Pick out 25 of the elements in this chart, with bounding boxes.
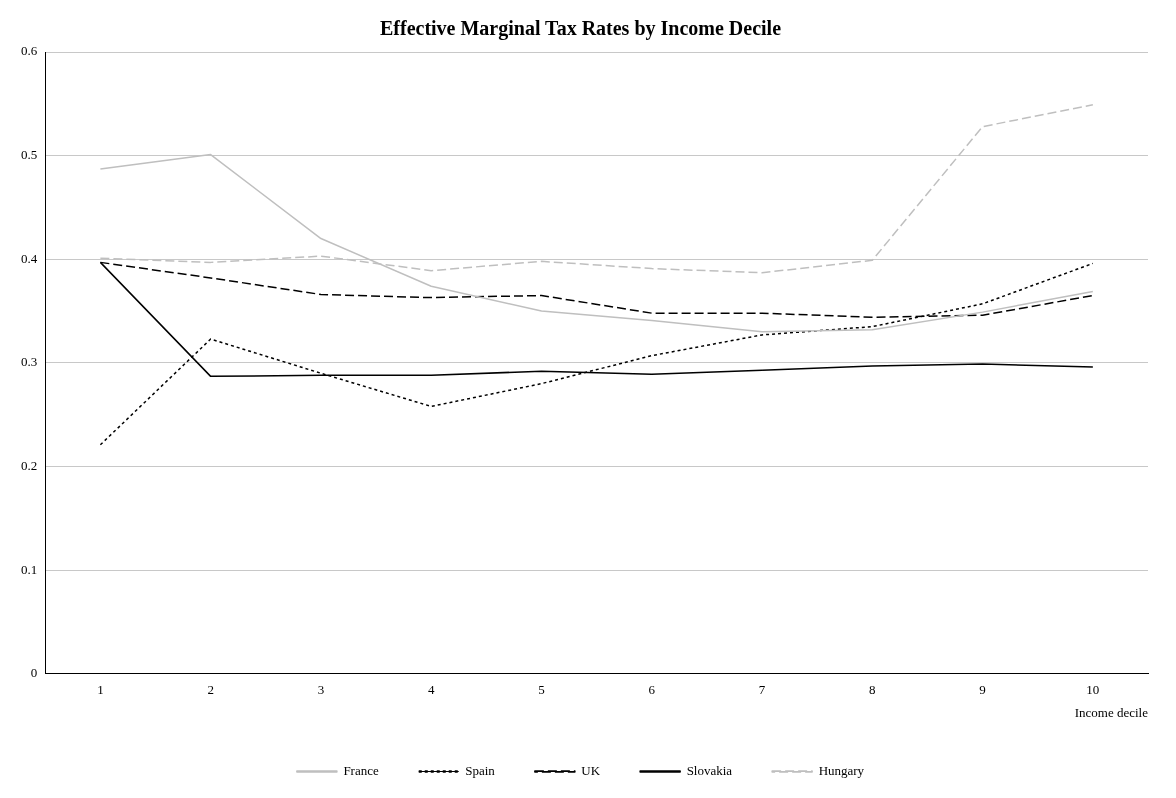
legend-label: France (343, 762, 379, 778)
x-tick-label: 1 (97, 682, 104, 698)
chart-title: Effective Marginal Tax Rates by Income Decile (379, 17, 782, 41)
x-tick-label: 10 (1086, 682, 1100, 698)
y-tick-label: 0 (30, 665, 38, 681)
x-tick-label: 3 (317, 682, 325, 698)
y-tick-label: 0.1 (21, 561, 38, 577)
y-tick-label: 0.4 (21, 250, 38, 266)
x-axis-title: Income decile (1074, 704, 1149, 720)
legend-label: Spain (465, 762, 496, 778)
legend-label: Hungary (818, 762, 865, 778)
x-tick-label: 8 (869, 682, 876, 698)
x-tick-label: 5 (538, 682, 545, 698)
line-series (99, 262, 1094, 446)
x-tick-label: 2 (207, 682, 214, 698)
legend-label: UK (581, 762, 601, 778)
x-tick-label: 6 (648, 682, 656, 698)
x-tick-label: 7 (758, 682, 766, 698)
x-tick-label: 9 (979, 682, 986, 698)
y-tick-label: 0.3 (21, 354, 38, 370)
x-tick-label: 4 (427, 682, 435, 698)
y-tick-label: 0.6 (21, 43, 38, 59)
legend-label: Slovakia (686, 762, 733, 778)
y-tick-label: 0.2 (21, 457, 38, 473)
y-tick-label: 0.5 (21, 147, 38, 163)
